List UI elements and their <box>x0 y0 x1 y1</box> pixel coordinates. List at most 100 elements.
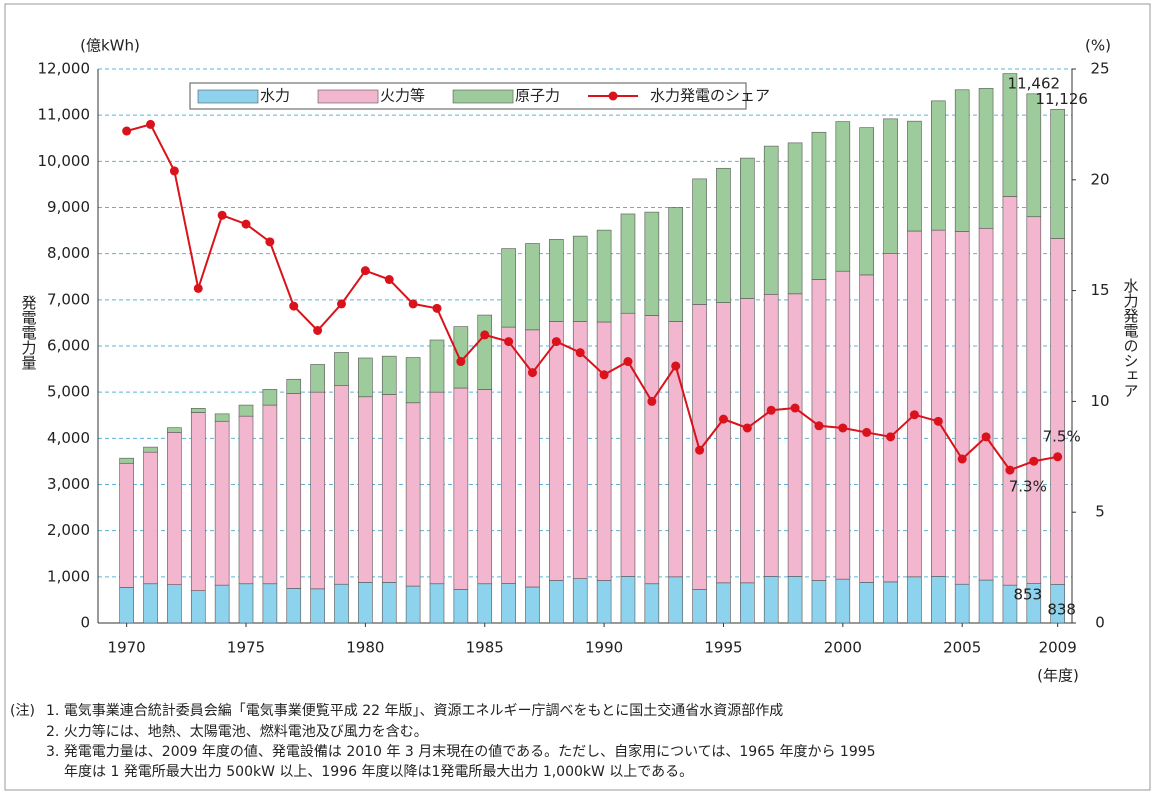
bar-segment <box>907 230 922 578</box>
bar-segment <box>596 580 612 624</box>
bar-segment <box>238 415 254 585</box>
bar-segment <box>167 427 182 433</box>
bar-segment <box>1026 216 1042 584</box>
legend-marker <box>608 91 618 101</box>
bar-segment <box>381 582 397 624</box>
y2-tick-label: 20 <box>1090 170 1109 188</box>
line-marker <box>1053 452 1063 462</box>
y2-tick-label: 10 <box>1090 392 1109 410</box>
bar-segment <box>286 588 302 624</box>
y-tick-label: 10,000 <box>38 152 91 170</box>
bar-segment <box>620 213 636 314</box>
total-label: 11,462 <box>1008 74 1061 92</box>
bar-segment <box>358 582 373 624</box>
bar-segment <box>835 121 851 272</box>
bar-segment <box>572 578 588 624</box>
legend-label: 水力発電のシェア <box>650 87 770 105</box>
bar-segment <box>811 580 827 624</box>
bar-segment <box>119 462 134 588</box>
x-unit-label: (年度) <box>1037 667 1079 685</box>
bar-segment <box>262 389 278 406</box>
bar-segment <box>310 391 325 590</box>
line-marker <box>981 432 991 442</box>
bar-segment <box>358 357 373 398</box>
bar-segment <box>214 413 230 422</box>
bar-segment <box>740 298 755 584</box>
line-marker <box>193 283 203 293</box>
bar-segment <box>310 364 325 393</box>
bar-segment <box>740 157 755 299</box>
bar-segment <box>501 248 516 328</box>
bar-segment <box>572 235 588 322</box>
note: 年度は 1 発電所最大出力 500kW 以上、1996 年度以降は1発電所最大出… <box>64 764 693 780</box>
bar-segment <box>763 293 779 577</box>
x-tick-label: 2005 <box>943 639 981 657</box>
bar-segment <box>405 402 421 587</box>
line-marker <box>527 368 537 378</box>
bar-segment <box>501 326 516 584</box>
bar-segment <box>1002 73 1018 197</box>
x-tick-label: 1975 <box>227 639 265 657</box>
bar-segment <box>668 207 684 322</box>
bar-segment <box>143 583 158 624</box>
bar-segment <box>1002 196 1018 586</box>
bar-segment <box>859 582 874 624</box>
data-label: 7.5% <box>1043 427 1081 445</box>
bar-segment <box>978 227 994 581</box>
bar-segment <box>596 229 612 323</box>
y-tick-label: 9,000 <box>47 198 90 216</box>
bar-segment <box>835 578 851 624</box>
x-tick-label: 1970 <box>108 639 146 657</box>
y-tick-label: 8,000 <box>47 244 90 262</box>
y-axis-title: 発電電力量 <box>20 295 38 370</box>
line-marker <box>862 427 872 437</box>
bar-segment <box>119 457 134 464</box>
bar-segment <box>716 302 731 584</box>
bar-segment <box>190 590 206 624</box>
x-tick-label: 1980 <box>346 639 384 657</box>
x-tick-label: 1990 <box>585 639 623 657</box>
line-marker <box>504 337 514 347</box>
line-marker <box>671 361 681 371</box>
line-marker <box>456 357 466 367</box>
y-unit-label: (億kWh) <box>80 37 140 55</box>
y-tick-label: 11,000 <box>38 106 91 124</box>
bar-segment <box>883 118 898 254</box>
y-tick-label: 0 <box>80 614 90 632</box>
bar-segment <box>954 583 970 624</box>
x-tick-label: 2009 <box>1039 639 1077 657</box>
line-marker <box>575 348 585 358</box>
legend-label: 原子力 <box>515 87 560 105</box>
bar-segment <box>954 89 970 232</box>
line-marker <box>337 299 346 309</box>
line-marker <box>408 299 418 309</box>
bar-segment <box>931 576 946 624</box>
y-tick-label: 12,000 <box>38 60 91 78</box>
total-label: 11,126 <box>1035 90 1088 108</box>
line-marker <box>886 432 896 442</box>
bar-segment <box>381 355 397 395</box>
bar-segment <box>763 576 779 624</box>
bar-segment <box>549 580 564 624</box>
bar-segment <box>190 412 206 591</box>
line-marker <box>265 237 275 247</box>
bar-segment <box>334 352 349 387</box>
bar-segment <box>668 576 684 624</box>
line-marker <box>742 423 752 433</box>
bar-segment <box>334 583 349 624</box>
bar-segment <box>1026 93 1042 218</box>
line-marker <box>289 301 299 311</box>
line-marker <box>360 266 370 276</box>
bar-segment <box>787 576 803 624</box>
bar-segment <box>763 145 779 295</box>
legend-swatch <box>452 89 514 104</box>
line-marker <box>957 454 967 464</box>
line-series <box>126 123 1058 472</box>
bar-segment <box>477 583 493 624</box>
bar-segment <box>119 587 134 624</box>
bar-segment <box>477 389 493 585</box>
bar-segment <box>501 582 516 624</box>
line-marker <box>695 445 705 455</box>
line-marker <box>480 330 490 340</box>
line-marker <box>838 423 848 433</box>
